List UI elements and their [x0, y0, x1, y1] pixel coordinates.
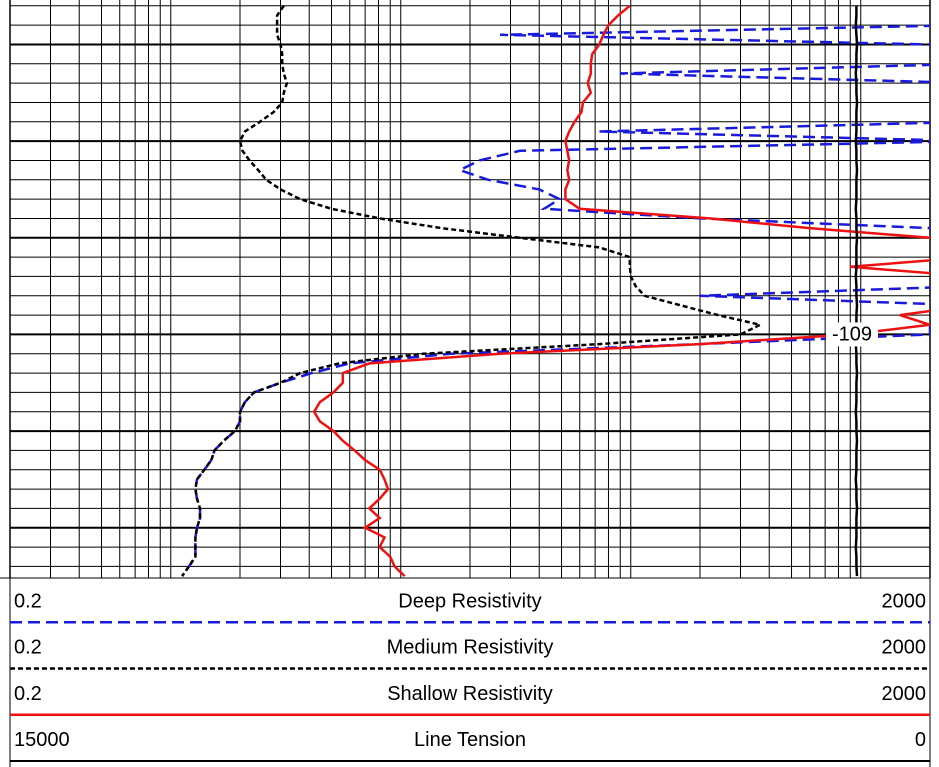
legend-scale-left: 0.2 — [14, 637, 42, 659]
log-curve — [312, 4, 930, 578]
grid — [9, 0, 931, 578]
legend-scale-left: 15000 — [14, 729, 70, 751]
legend-scale-right: 2000 — [882, 590, 927, 612]
legend-scale-right: 2000 — [882, 637, 927, 659]
legend-scale-left: 0.2 — [14, 683, 42, 705]
annotation-box — [826, 322, 878, 347]
legend-scale-right: 2000 — [882, 683, 927, 705]
legend-name: Shallow Resistivity — [387, 683, 553, 705]
legend-scale-left: 0.2 — [14, 590, 42, 612]
legend-name: Line Tension — [414, 729, 526, 751]
legend: 0.2 Deep Resistivity 2000 0.2 Medium Resisti… — [0, 577, 931, 767]
legend-name: Medium Resistivity — [387, 637, 554, 659]
curves: -109 — [181, 4, 930, 578]
log-curve — [181, 24, 930, 577]
legend-name: Deep Resistivity — [398, 590, 541, 612]
annotation-label: -109 — [832, 324, 872, 346]
legend-scale-right: 0 — [915, 729, 926, 751]
log-curve — [854, 5, 859, 577]
log-curve — [181, 5, 764, 577]
